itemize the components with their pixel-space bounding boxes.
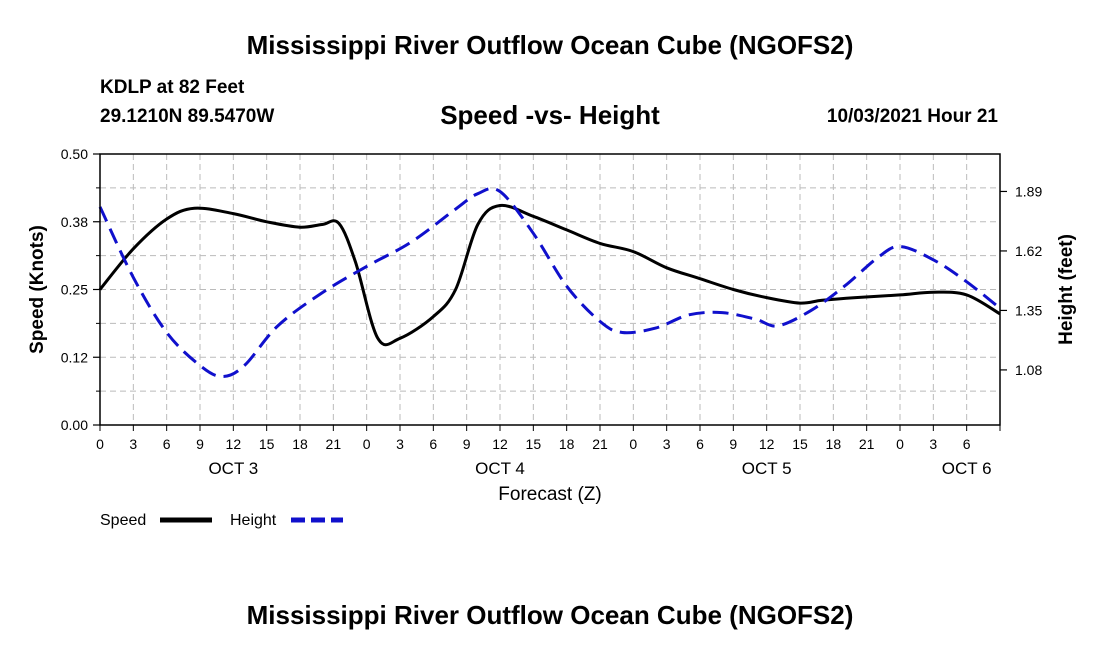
y-tick-label: 0.25 bbox=[61, 282, 88, 298]
date-label: OCT 3 bbox=[208, 459, 258, 478]
footer-title: Mississippi River Outflow Ocean Cube (NG… bbox=[246, 600, 854, 630]
date-label: OCT 5 bbox=[742, 459, 792, 478]
x-tick-label: 21 bbox=[859, 436, 875, 452]
x-tick-label: 18 bbox=[559, 436, 575, 452]
y-tick-label: 0.00 bbox=[61, 417, 88, 433]
x-tick-label: 3 bbox=[396, 436, 404, 452]
x-tick-label: 21 bbox=[326, 436, 342, 452]
x-tick-label: 0 bbox=[896, 436, 904, 452]
y-tick-label: 0.12 bbox=[61, 349, 88, 365]
x-tick-label: 9 bbox=[729, 436, 737, 452]
y2-tick-label: 1.62 bbox=[1015, 243, 1042, 259]
x-tick-label: 15 bbox=[526, 436, 542, 452]
x-tick-label: 0 bbox=[363, 436, 371, 452]
y2-tick-label: 1.89 bbox=[1015, 183, 1042, 199]
legend-speed-label: Speed bbox=[100, 512, 146, 529]
station-coords: 29.1210N 89.5470W bbox=[100, 106, 275, 127]
x-tick-label: 3 bbox=[663, 436, 671, 452]
speed-series-line bbox=[98, 203, 1001, 347]
y-axis-label: Speed (Knots) bbox=[27, 225, 48, 354]
chart-subtitle: Speed -vs- Height bbox=[440, 100, 660, 130]
x-tick-label: 12 bbox=[759, 436, 775, 452]
x-tick-label: 6 bbox=[963, 436, 971, 452]
station-label: KDLP at 82 Feet bbox=[100, 77, 245, 98]
x-tick-label: 12 bbox=[492, 436, 508, 452]
x-tick-label: 12 bbox=[226, 436, 242, 452]
x-tick-label: 9 bbox=[196, 436, 204, 452]
date-label: OCT 4 bbox=[475, 459, 525, 478]
series-layer bbox=[98, 186, 1001, 378]
x-tick-label: 21 bbox=[592, 436, 608, 452]
x-tick-label: 6 bbox=[429, 436, 437, 452]
y-tick-label: 0.50 bbox=[61, 146, 88, 162]
speed-height-chart: 0 3 6 9 12 15 18 21 0 3 6 9 12 15 18 21 0 3 6 9 12 15 18 21 0 3 6 O… bbox=[27, 146, 1077, 529]
y-tick-label: 0.38 bbox=[61, 214, 88, 230]
x-tick-label: 18 bbox=[292, 436, 308, 452]
page-title: Mississippi River Outflow Ocean Cube (NG… bbox=[246, 30, 854, 60]
x-tick-label: 18 bbox=[826, 436, 842, 452]
x-tick-label: 9 bbox=[463, 436, 471, 452]
y2-axis-label: Height (feet) bbox=[1056, 234, 1077, 345]
x-tick-label: 15 bbox=[792, 436, 808, 452]
y2-tick-label: 1.08 bbox=[1015, 362, 1042, 378]
x-axis-label: Forecast (Z) bbox=[498, 484, 601, 505]
legend: Speed Height bbox=[100, 512, 343, 529]
date-label: OCT 6 bbox=[942, 459, 992, 478]
forecast-datetime: 10/03/2021 Hour 21 bbox=[826, 106, 998, 127]
x-tick-label: 3 bbox=[129, 436, 137, 452]
x-tick-label: 0 bbox=[629, 436, 637, 452]
grid bbox=[100, 154, 1000, 425]
x-tick-label: 15 bbox=[259, 436, 275, 452]
x-tick-label: 0 bbox=[96, 436, 104, 452]
height-series-line bbox=[98, 186, 1001, 378]
x-tick-label: 3 bbox=[929, 436, 937, 452]
x-tick-label: 6 bbox=[696, 436, 704, 452]
x-tick-label: 6 bbox=[163, 436, 171, 452]
y2-tick-label: 1.35 bbox=[1015, 302, 1042, 318]
legend-height-label: Height bbox=[230, 512, 277, 529]
axes: 0 3 6 9 12 15 18 21 0 3 6 9 12 15 18 21 0 3 6 9 12 15 18 21 0 3 6 O… bbox=[61, 146, 1043, 478]
axis-labels: Forecast (Z) Speed (Knots) Height (feet) bbox=[27, 225, 1077, 505]
